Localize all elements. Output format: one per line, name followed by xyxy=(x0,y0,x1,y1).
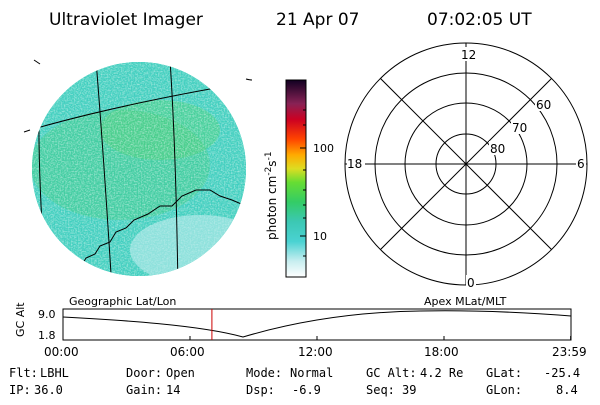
timeline-ytick-9: 9.0 xyxy=(38,308,56,321)
polar-grid xyxy=(344,42,588,286)
mlt-label-0: 0 xyxy=(467,276,475,290)
timeline-xtick-2359: 23:59 xyxy=(552,345,587,359)
status-glon-value: 8.4 xyxy=(556,383,578,397)
status-ip-value: 36.0 xyxy=(34,383,63,397)
timeline-right-title: Apex MLat/MLT xyxy=(424,295,507,308)
status-gain-value: 14 xyxy=(166,383,180,397)
status-flt-key: Flt: xyxy=(9,366,38,380)
status-dsp-value: -6.9 xyxy=(292,383,321,397)
coastline xyxy=(79,189,246,269)
timeline-left-title: Geographic Lat/Lon xyxy=(69,295,176,308)
colorbar-tick-100: 100 xyxy=(313,142,334,155)
altitude-timeline: Geographic Lat/Lon Apex MLat/MLT GC Alt … xyxy=(14,295,587,359)
mlt-label-6: 6 xyxy=(577,157,585,171)
colorbar-units-label: photon cm-2s-1 xyxy=(264,151,279,240)
altitude-curve xyxy=(62,310,572,338)
timeline-ylabel: GC Alt xyxy=(14,302,27,337)
status-gcalt-value: 4.2 Re xyxy=(420,366,463,380)
mlt-label-12: 12 xyxy=(461,48,476,62)
color-bar: 100 10 photon cm-2s-1 xyxy=(264,79,334,278)
status-glat-key: GLat: xyxy=(486,366,522,380)
uv-image xyxy=(23,59,253,276)
mlat-label-60: 60 xyxy=(536,98,551,112)
image-date: 21 Apr 07 xyxy=(276,10,359,30)
status-ip-key: IP: xyxy=(9,383,31,397)
status-seq-value: 39 xyxy=(402,383,416,397)
mlat-label-80: 80 xyxy=(490,142,505,156)
colorbar-tick-10: 10 xyxy=(313,230,327,243)
status-seq-key: Seq: xyxy=(366,383,395,397)
status-gain-key: Gain: xyxy=(126,383,162,397)
timeline-xtick-0600: 06:00 xyxy=(170,345,205,359)
status-glon-key: GLon: xyxy=(486,383,522,397)
status-gcalt-key: GC Alt: xyxy=(366,366,417,380)
timeline-ytick-1.8: 1.8 xyxy=(38,329,56,342)
timeline-frame xyxy=(62,308,572,341)
mlt-label-18: 18 xyxy=(347,157,362,171)
instrument-title: Ultraviolet Imager xyxy=(49,10,203,30)
timeline-xtick-1200: 12:00 xyxy=(298,345,333,359)
mlat-label-70: 70 xyxy=(512,121,527,135)
status-door-value: Open xyxy=(166,366,195,380)
status-mode-value: Normal xyxy=(290,366,333,380)
status-mode-key: Mode: xyxy=(246,366,282,380)
status-dsp-key: Dsp: xyxy=(246,383,275,397)
status-door-key: Door: xyxy=(126,366,162,380)
status-flt-value: LBHL xyxy=(40,366,69,380)
timeline-xtick-1800: 18:00 xyxy=(424,345,459,359)
image-time: 07:02:05 UT xyxy=(427,10,532,30)
status-panel: Flt: LBHL Door: Open Mode: Normal GC Alt… xyxy=(9,366,580,397)
status-glat-value: -25.4 xyxy=(544,366,580,380)
timeline-xtick-0000: 00:00 xyxy=(44,345,79,359)
